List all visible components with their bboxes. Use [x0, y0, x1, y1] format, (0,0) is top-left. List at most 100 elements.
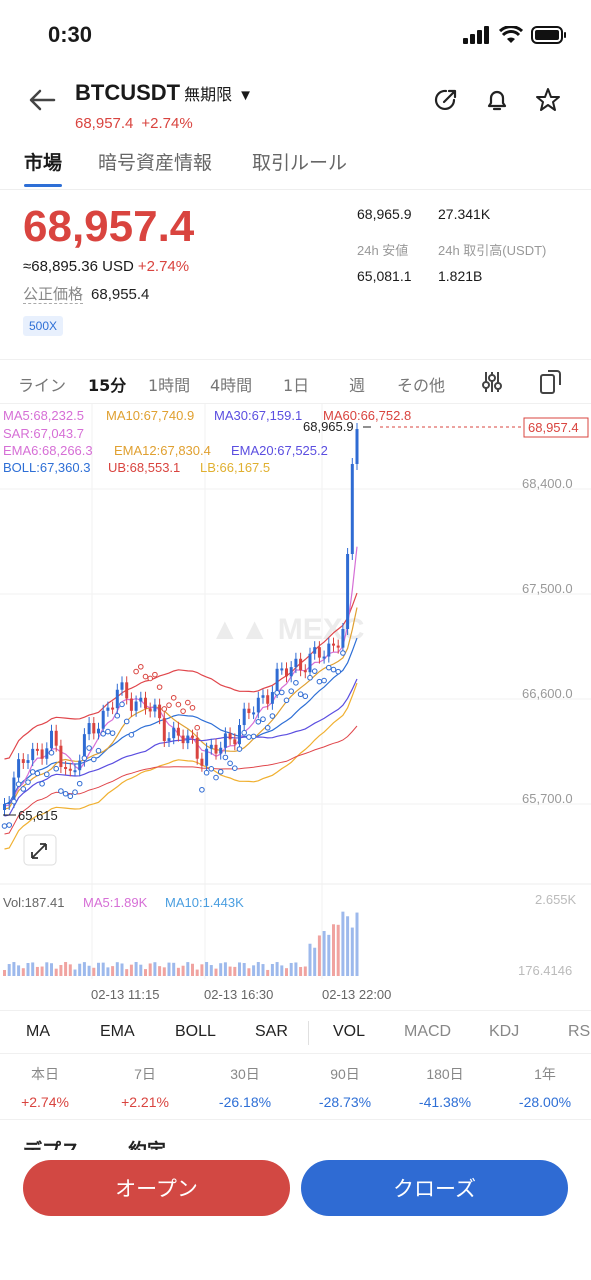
candle-body: [228, 733, 232, 740]
volume-bar: [181, 965, 185, 976]
tab-trading-rules[interactable]: 取引ルール: [252, 152, 348, 174]
volume-bar: [115, 962, 119, 976]
candle-body: [186, 735, 190, 744]
boll-upper-line: [4, 592, 358, 760]
perf-label: 180日: [426, 1066, 464, 1082]
volume-bar: [17, 965, 21, 976]
volume-bar: [317, 935, 321, 976]
low-24h-label: 24h 安値: [357, 243, 409, 258]
legend-boll: BOLL:67,360.3: [3, 460, 90, 475]
sar-dot: [335, 668, 342, 675]
volume-bar: [134, 962, 138, 976]
ind-sar[interactable]: SAR: [255, 1023, 288, 1040]
tf-more[interactable]: その他: [397, 376, 446, 395]
candle-body: [106, 707, 110, 711]
candle-body: [115, 689, 119, 709]
volume-bar: [252, 965, 256, 976]
rotate-screen-icon[interactable]: [538, 369, 562, 395]
perf-value: -28.73%: [318, 1094, 372, 1110]
sar-dot: [222, 754, 229, 761]
volume-bar: [148, 963, 152, 976]
sar-dot: [25, 779, 31, 785]
candle-body: [139, 697, 143, 702]
sar-dot: [283, 697, 290, 704]
volume-bar: [191, 963, 194, 976]
candle-body: [87, 723, 91, 735]
back-arrow-icon[interactable]: [26, 84, 58, 116]
candle-body: [289, 667, 293, 677]
volume-bar: [129, 964, 133, 976]
sar-dot: [236, 746, 243, 752]
candle-body: [144, 697, 147, 709]
price-chart[interactable]: ▲▲ MEXC MA5:68,232.5 MA10:67,740.9 MA30:…: [0, 404, 591, 1004]
candle-body: [40, 749, 44, 759]
ind-ema[interactable]: EMA: [100, 1023, 135, 1040]
candle-body: [82, 734, 86, 761]
approx-currency: USD: [102, 258, 134, 275]
tf-15m[interactable]: 15分: [88, 376, 127, 395]
share-icon[interactable]: [432, 86, 460, 114]
perf-value: +2.74%: [21, 1094, 69, 1110]
wifi-icon: [499, 26, 523, 43]
sar-dot: [232, 765, 238, 772]
boll-lower-line: [4, 682, 358, 850]
perf-label: 本日: [31, 1066, 59, 1082]
sar-dot: [81, 755, 88, 761]
volume-bar: [261, 964, 265, 976]
close-button[interactable]: クローズ: [301, 1160, 568, 1216]
sar-dot: [100, 731, 106, 737]
price-change: +2.74%: [137, 258, 190, 275]
ind-rsi[interactable]: RS: [568, 1023, 591, 1040]
ind-ma[interactable]: MA: [26, 1023, 50, 1040]
tab-crypto-info[interactable]: 暗号資産情報: [98, 152, 213, 174]
fair-price-label[interactable]: 公正価格: [23, 286, 84, 304]
star-icon[interactable]: [534, 86, 562, 114]
bell-icon[interactable]: [483, 86, 511, 114]
ma30-line: [4, 678, 358, 817]
volume-bar: [7, 964, 11, 976]
tab-market[interactable]: 市場: [24, 152, 63, 174]
volume-bar: [341, 911, 345, 976]
tf-1d[interactable]: 1日: [283, 376, 310, 395]
perf-1y: 1年 -28.00%: [500, 1064, 590, 1110]
candle-body: [200, 758, 204, 766]
volume-bar: [200, 964, 204, 976]
last-price: 68,957.4: [23, 202, 195, 251]
pair-selector[interactable]: BTCUSDT 無期限 ▼: [75, 80, 253, 106]
candle-body: [26, 760, 30, 763]
volume-bar: [97, 962, 100, 976]
sar-dot: [241, 729, 247, 736]
indicator-settings-icon[interactable]: [481, 370, 503, 394]
fair-price-value: 68,955.4: [91, 286, 150, 303]
tf-4h[interactable]: 4時間: [210, 376, 253, 395]
volume-24h-value: 27.341K: [438, 206, 491, 222]
tf-line[interactable]: ライン: [18, 376, 67, 395]
candle-body: [97, 728, 100, 734]
perf-90d: 90日 -28.73%: [300, 1064, 390, 1110]
ind-boll[interactable]: BOLL: [175, 1023, 216, 1040]
sar-dot: [20, 786, 27, 792]
candle-body: [68, 768, 72, 771]
y-tick-4: 65,700.0: [522, 791, 573, 806]
ind-vol[interactable]: VOL: [333, 1023, 366, 1040]
status-bar: 0:30: [0, 0, 591, 70]
sar-dot: [326, 664, 332, 671]
tf-1h[interactable]: 1時間: [148, 376, 191, 395]
sar-dot: [114, 712, 121, 719]
sar-dot: [147, 675, 153, 682]
high-24h-value: 68,965.9: [357, 206, 412, 222]
ind-macd[interactable]: MACD: [404, 1023, 452, 1040]
sar-dot: [264, 724, 271, 731]
candle-body: [336, 645, 340, 648]
sar-dot: [185, 699, 191, 706]
ind-kdj[interactable]: KDJ: [489, 1023, 520, 1040]
candle-body: [327, 643, 331, 657]
volume-bar: [303, 966, 307, 976]
header: BTCUSDT 無期限 ▼ 68,957.4 +2.74%: [0, 70, 591, 140]
legend-ema6: EMA6:68,266.3: [3, 443, 93, 458]
volume-bar: [21, 968, 25, 976]
volume-bar: [355, 912, 359, 976]
sar-dot: [260, 716, 266, 723]
tf-week[interactable]: 週: [349, 376, 366, 395]
open-button[interactable]: オープン: [23, 1160, 290, 1216]
